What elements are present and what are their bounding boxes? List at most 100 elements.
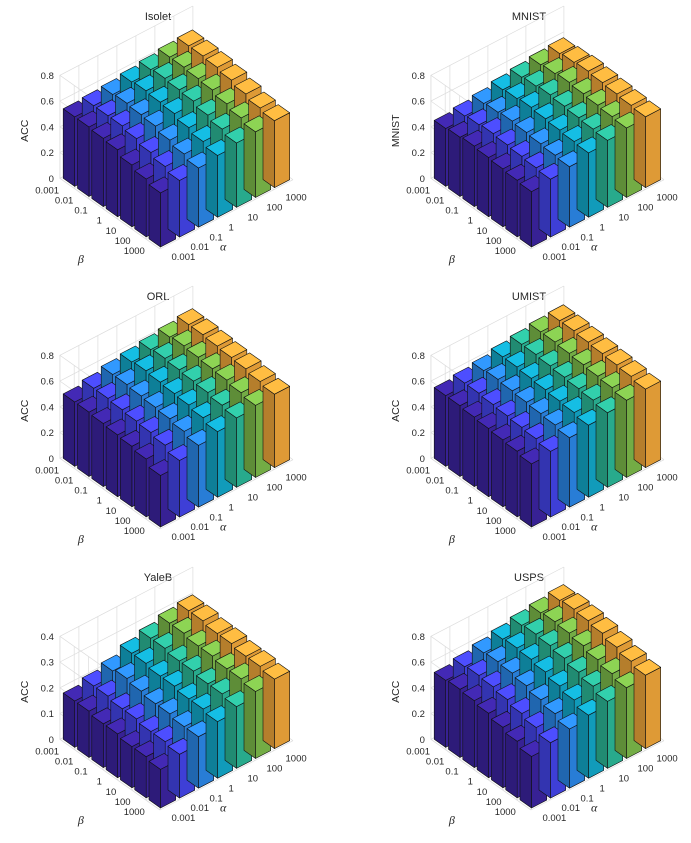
beta-tick-label: 1 bbox=[97, 777, 102, 788]
z-axis-label: MNIST bbox=[390, 114, 402, 147]
beta-tick-label: 0.1 bbox=[74, 206, 87, 217]
z-tick-label: 0.3 bbox=[41, 658, 54, 669]
z-tick-label: 0.2 bbox=[41, 148, 54, 159]
bars bbox=[62, 594, 291, 809]
beta-tick-label: 0.1 bbox=[445, 767, 458, 778]
z-tick-label: 0.6 bbox=[412, 658, 425, 669]
bars bbox=[62, 29, 291, 248]
alpha-tick-label: 1000 bbox=[286, 193, 307, 204]
beta-tick-label: 10 bbox=[477, 226, 488, 237]
beta-tick-label: 100 bbox=[486, 797, 502, 808]
subplot-orl: ORL00.20.40.60.8ACC0.0010.010.1110100100… bbox=[19, 285, 307, 546]
subplot-title: Isolet bbox=[145, 11, 171, 23]
z-tick-label: 0.8 bbox=[412, 632, 425, 643]
subplot-title: YaleB bbox=[144, 572, 173, 584]
beta-tick-label: 100 bbox=[115, 236, 131, 247]
alpha-axis-label: α bbox=[220, 800, 227, 814]
subplot-yaleb: YaleB00.10.20.30.4ACC0.0010.010.11101001… bbox=[19, 566, 307, 827]
beta-tick-label: 1000 bbox=[495, 807, 516, 818]
z-tick-label: 0.6 bbox=[412, 97, 425, 108]
beta-tick-label: 10 bbox=[106, 506, 117, 517]
z-tick-labels: 0 0.2 0.4 0.6 0.8 bbox=[412, 351, 425, 465]
alpha-tick-label: 0.1 bbox=[581, 512, 594, 523]
subplot-title: MNIST bbox=[512, 11, 547, 23]
beta-tick-label: 0.1 bbox=[445, 486, 458, 497]
alpha-tick-label: 0.001 bbox=[543, 252, 567, 263]
alpha-tick-label: 100 bbox=[267, 764, 283, 775]
alpha-tick-label: 1 bbox=[600, 502, 605, 513]
z-tick-label: 0 bbox=[49, 735, 54, 746]
beta-tick-label: 1 bbox=[468, 496, 473, 507]
alpha-tick-label: 0.001 bbox=[172, 252, 196, 263]
beta-tick-label: 100 bbox=[486, 236, 502, 247]
beta-tick-label: 1 bbox=[468, 777, 473, 788]
alpha-tick-label: 0.001 bbox=[172, 532, 196, 543]
alpha-tick-label: 0.1 bbox=[210, 793, 223, 804]
beta-tick-label: 0.01 bbox=[55, 756, 74, 767]
bar-beta1000-alpha1000 bbox=[262, 662, 291, 749]
beta-tick-label: 10 bbox=[106, 787, 117, 798]
z-tick-labels: 0 0.1 0.2 0.3 0.4 bbox=[41, 632, 54, 746]
alpha-tick-label: 10 bbox=[248, 492, 259, 503]
z-axis-label: ACC bbox=[390, 399, 402, 422]
alpha-tick-label: 10 bbox=[248, 773, 259, 784]
beta-tick-label: 0.01 bbox=[426, 195, 445, 206]
alpha-tick-label: 100 bbox=[638, 203, 654, 214]
alpha-tick-label: 0.1 bbox=[210, 512, 223, 523]
alpha-tick-label: 100 bbox=[638, 483, 654, 494]
alpha-tick-label: 0.01 bbox=[191, 242, 210, 253]
bars bbox=[433, 304, 662, 528]
alpha-axis-label: α bbox=[591, 800, 598, 814]
beta-tick-label: 1000 bbox=[495, 526, 516, 537]
z-axis-label: ACC bbox=[19, 680, 31, 703]
beta-tick-label: 0.001 bbox=[35, 746, 59, 757]
z-tick-label: 0.8 bbox=[412, 351, 425, 362]
beta-tick-label: 0.01 bbox=[55, 195, 74, 206]
alpha-tick-label: 0.001 bbox=[543, 813, 567, 824]
alpha-tick-label: 1 bbox=[229, 222, 234, 233]
beta-tick-label: 100 bbox=[115, 516, 131, 527]
beta-axis-label: β bbox=[448, 813, 455, 827]
alpha-tick-label: 100 bbox=[267, 483, 283, 494]
z-tick-label: 0.4 bbox=[41, 632, 54, 643]
z-tick-label: 0.4 bbox=[412, 683, 425, 694]
beta-tick-label: 0.1 bbox=[74, 486, 87, 497]
alpha-tick-label: 10 bbox=[619, 212, 630, 223]
alpha-tick-label: 1 bbox=[229, 502, 234, 513]
alpha-tick-label: 0.01 bbox=[562, 803, 581, 814]
alpha-axis-label: α bbox=[591, 519, 598, 533]
bar-beta1000-alpha1000 bbox=[262, 104, 291, 188]
alpha-tick-label: 100 bbox=[267, 203, 283, 214]
alpha-tick-label: 100 bbox=[638, 764, 654, 775]
alpha-axis-label: α bbox=[220, 239, 227, 253]
bar-beta1000-alpha1000 bbox=[633, 372, 662, 468]
beta-tick-label: 1 bbox=[468, 216, 473, 227]
beta-tick-label: 0.1 bbox=[74, 767, 87, 778]
z-tick-labels: 0 0.2 0.4 0.6 0.8 bbox=[412, 71, 425, 185]
z-tick-label: 0.8 bbox=[41, 71, 54, 82]
alpha-tick-label: 10 bbox=[248, 212, 259, 223]
alpha-axis-label: α bbox=[220, 519, 227, 533]
z-axis-label: ACC bbox=[390, 680, 402, 703]
beta-axis-label: β bbox=[77, 252, 84, 266]
beta-tick-label: 0.001 bbox=[35, 465, 59, 476]
z-tick-label: 0.6 bbox=[412, 377, 425, 388]
alpha-tick-label: 1000 bbox=[657, 193, 678, 204]
beta-tick-label: 1000 bbox=[124, 526, 145, 537]
alpha-tick-label: 1000 bbox=[286, 754, 307, 765]
bar-beta1000-alpha1000 bbox=[633, 658, 662, 749]
bars bbox=[433, 584, 662, 809]
beta-tick-label: 1000 bbox=[495, 246, 516, 257]
beta-tick-label: 0.001 bbox=[406, 746, 430, 757]
beta-tick-label: 0.01 bbox=[426, 475, 445, 486]
bar-beta1000-alpha1000 bbox=[633, 100, 662, 188]
beta-axis-label: β bbox=[448, 252, 455, 266]
